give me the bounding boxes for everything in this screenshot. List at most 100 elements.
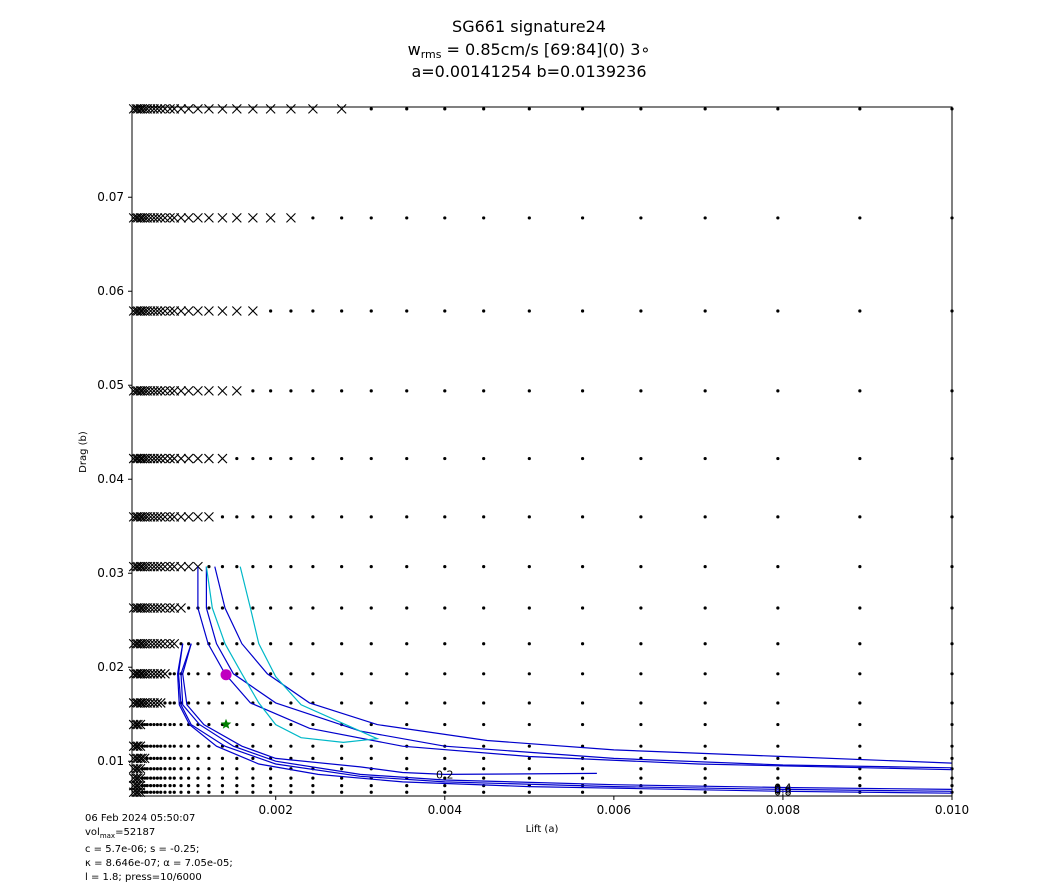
grid-point bbox=[369, 216, 373, 220]
crash-point-marker bbox=[165, 638, 175, 649]
crash-point-marker bbox=[193, 385, 203, 396]
grid-point bbox=[580, 776, 585, 780]
grid-point bbox=[187, 744, 191, 748]
grid-point bbox=[527, 756, 531, 761]
grid-point bbox=[580, 672, 585, 676]
grid-point bbox=[858, 389, 862, 393]
grid-point bbox=[443, 776, 447, 780]
grid-point bbox=[235, 515, 239, 519]
grid-point bbox=[703, 216, 707, 220]
grid-point bbox=[858, 744, 862, 748]
grid-point bbox=[527, 722, 531, 727]
crash-point-marker bbox=[247, 306, 258, 316]
crash-point-marker bbox=[135, 763, 146, 774]
grid-point bbox=[196, 767, 200, 771]
crash-point-marker bbox=[137, 453, 148, 464]
grid-point bbox=[369, 672, 373, 676]
grid-point bbox=[187, 784, 191, 788]
grid-point bbox=[152, 756, 156, 761]
grid-point bbox=[369, 456, 373, 461]
grid-point bbox=[443, 606, 447, 610]
grid-point bbox=[152, 722, 156, 727]
grid-point bbox=[269, 722, 273, 727]
grid-point bbox=[289, 701, 293, 705]
grid-point bbox=[858, 565, 862, 569]
grid-point bbox=[482, 756, 486, 761]
grid-point bbox=[159, 744, 163, 748]
plot-area bbox=[132, 107, 952, 796]
grid-point bbox=[639, 767, 643, 771]
grid-point bbox=[369, 515, 373, 519]
grid-point bbox=[187, 767, 191, 771]
markers-layer bbox=[220, 669, 232, 729]
crash-point-marker bbox=[131, 763, 142, 774]
grid-point bbox=[207, 767, 211, 771]
grid-point bbox=[207, 776, 211, 780]
grid-point bbox=[220, 642, 225, 646]
grid-point bbox=[858, 107, 862, 111]
crash-point-marker bbox=[155, 668, 166, 679]
grid-point bbox=[168, 776, 172, 780]
grid-point bbox=[289, 389, 293, 393]
grid-point bbox=[405, 515, 409, 519]
grid-point bbox=[527, 790, 531, 794]
y-tick-label: 0.07 bbox=[97, 190, 124, 204]
grid-point bbox=[155, 756, 159, 761]
grid-point bbox=[443, 722, 447, 727]
contour-label: 0.2 bbox=[436, 768, 454, 781]
crash-point-marker bbox=[204, 306, 214, 316]
grid-point bbox=[145, 744, 149, 748]
grid-point bbox=[311, 216, 315, 220]
green-star-marker bbox=[220, 718, 232, 729]
grid-point bbox=[776, 756, 780, 761]
grid-point bbox=[168, 701, 172, 705]
crash-point-marker bbox=[183, 561, 194, 572]
grid-point bbox=[172, 767, 176, 771]
crash-point-marker bbox=[137, 753, 148, 764]
grid-point bbox=[220, 565, 225, 569]
grid-point bbox=[289, 565, 293, 569]
grid-point bbox=[251, 672, 255, 676]
grid-point bbox=[179, 767, 183, 771]
grid-point bbox=[443, 642, 447, 646]
grid-point bbox=[858, 309, 862, 313]
grid-point bbox=[776, 216, 780, 220]
grid-point bbox=[405, 722, 409, 727]
grid-point bbox=[482, 389, 486, 393]
chart-title: SG661 signature24 bbox=[452, 17, 606, 36]
grid-point bbox=[155, 744, 159, 748]
grid-point bbox=[235, 642, 239, 646]
grid-point bbox=[148, 776, 153, 780]
grid-point bbox=[527, 216, 531, 220]
grid-point bbox=[340, 776, 344, 780]
grid-point bbox=[220, 515, 225, 519]
grid-point bbox=[187, 642, 191, 646]
grid-point bbox=[703, 107, 707, 111]
crash-point-marker bbox=[183, 511, 194, 522]
grid-point bbox=[443, 701, 447, 705]
grid-point bbox=[858, 672, 862, 676]
grid-point bbox=[145, 790, 149, 794]
grid-point bbox=[235, 722, 239, 727]
grid-point bbox=[369, 744, 373, 748]
crash-point-marker bbox=[231, 103, 242, 114]
contour-label: 0.6 bbox=[774, 783, 792, 796]
grid-point bbox=[776, 744, 780, 748]
grid-point bbox=[145, 776, 149, 780]
grid-point bbox=[858, 776, 862, 780]
crash-point-marker bbox=[137, 638, 148, 649]
crash-point-marker bbox=[152, 511, 163, 522]
grid-point bbox=[639, 456, 643, 461]
grid-point bbox=[858, 216, 862, 220]
grid-point bbox=[140, 744, 144, 748]
grid-point bbox=[776, 784, 780, 788]
crash-point-marker bbox=[231, 306, 242, 316]
grid-point bbox=[289, 456, 293, 461]
crash-point-marker bbox=[160, 603, 170, 613]
grid-point bbox=[527, 456, 531, 461]
grid-point bbox=[251, 776, 255, 780]
grid-point bbox=[289, 756, 293, 761]
grid-point bbox=[155, 722, 159, 727]
grid-point bbox=[163, 776, 167, 780]
grid-point bbox=[340, 389, 344, 393]
